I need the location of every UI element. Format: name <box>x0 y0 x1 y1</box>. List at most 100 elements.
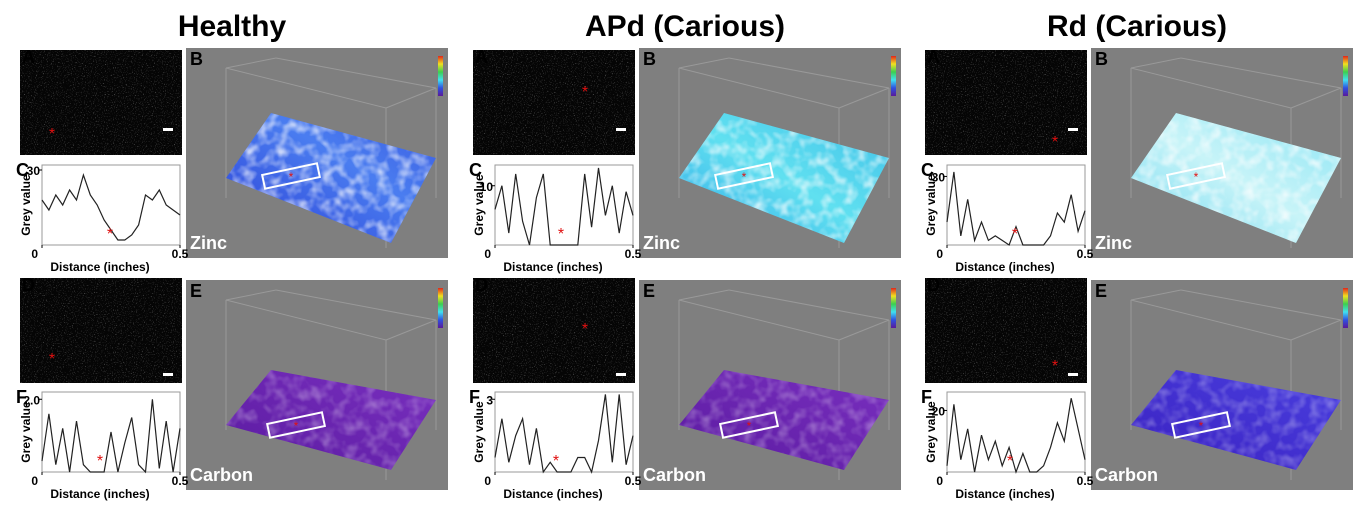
asterisk: * <box>107 226 113 243</box>
panel-letter: B <box>190 49 203 69</box>
x-tick-label: 0 <box>484 247 491 261</box>
profile-line <box>41 399 181 474</box>
x-tick-label: 0 <box>31 474 38 488</box>
surface-axis <box>385 319 437 341</box>
panel-letter: E <box>643 281 655 301</box>
asterisk: * <box>49 126 55 143</box>
y-axis-label: Grey value <box>924 401 938 463</box>
plot-frame <box>494 391 634 473</box>
surface-axis <box>1180 57 1342 89</box>
panel-letter: A <box>22 47 35 67</box>
scale-bar <box>163 128 173 131</box>
panel-letter: A <box>927 47 940 67</box>
panel-letter: B <box>643 49 656 69</box>
y-tick-label: 30 <box>932 171 946 185</box>
x-tick-label: 0 <box>484 474 491 488</box>
asterisk: * <box>558 226 564 243</box>
roi-box <box>718 411 780 439</box>
surface-axis <box>678 57 730 69</box>
asterisk: * <box>1012 226 1018 243</box>
roi-box <box>260 162 322 190</box>
surface-axis <box>385 87 437 109</box>
panel-letter: D <box>927 275 940 295</box>
plot-frame <box>494 164 634 246</box>
surface-texture <box>226 370 436 470</box>
asterisk: * <box>582 84 588 101</box>
element-label: Zinc <box>1095 233 1132 253</box>
plot-frame <box>41 164 181 246</box>
surface-texture <box>679 370 889 470</box>
asterisk: * <box>553 453 559 470</box>
x-tick-label: 0.5 <box>625 247 642 261</box>
element-label: Carbon <box>190 465 253 485</box>
panel-letter: D <box>22 275 35 295</box>
asterisk: * <box>294 419 299 433</box>
x-tick-label: 0 <box>31 247 38 261</box>
surface-axis <box>1130 299 1292 341</box>
micrograph-speckle <box>20 278 182 383</box>
colorbar <box>1343 288 1348 328</box>
x-tick-label: 0.5 <box>1077 474 1094 488</box>
surface-axis <box>1180 289 1342 321</box>
y-axis-label: Grey value <box>19 174 33 236</box>
x-tick-label: 0.5 <box>172 474 189 488</box>
surface-texture <box>1131 113 1341 243</box>
panel-letter: A <box>475 47 488 67</box>
surface-axis <box>728 289 890 321</box>
x-tick-label: 0.5 <box>1077 247 1094 261</box>
asterisk: * <box>747 419 752 433</box>
x-axis-label: Distance (inches) <box>503 260 602 274</box>
micrograph-speckle <box>473 50 635 155</box>
surface-axis <box>225 289 277 301</box>
element-label: Carbon <box>643 465 706 485</box>
surface-texture <box>679 113 889 243</box>
asterisk: * <box>97 453 103 470</box>
panel-letter: B <box>1095 49 1108 69</box>
asterisk: * <box>1052 134 1058 151</box>
profile-line <box>41 172 181 241</box>
plot-frame <box>946 164 1086 246</box>
x-tick-label: 0.5 <box>625 474 642 488</box>
scale-bar <box>616 128 626 131</box>
colorbar <box>891 56 896 96</box>
x-axis-label: Distance (inches) <box>503 487 602 501</box>
profile-line <box>494 394 634 474</box>
micrograph-speckle <box>925 278 1087 383</box>
surface-texture <box>226 113 436 243</box>
element-label: Carbon <box>1095 465 1158 485</box>
asterisk: * <box>582 321 588 338</box>
surface-texture <box>1131 370 1341 470</box>
surface-axis <box>1130 67 1292 109</box>
surface-axis <box>1290 87 1342 109</box>
y-tick-label: 10 <box>480 180 494 194</box>
scale-bar <box>616 373 626 376</box>
x-tick-label: 0 <box>936 247 943 261</box>
surface-axis <box>838 319 890 341</box>
y-tick-label: 2.0 <box>23 393 40 407</box>
profile-line <box>494 167 634 246</box>
scale-bar <box>1068 373 1078 376</box>
surface-axis <box>728 57 890 89</box>
panel-letter: F <box>16 387 27 407</box>
surface-axis <box>838 87 890 109</box>
column-title: Healthy <box>178 10 287 43</box>
x-tick-label: 0.5 <box>172 247 189 261</box>
x-tick-label: 0 <box>936 474 943 488</box>
roi-box <box>265 411 327 439</box>
asterisk: * <box>1007 453 1013 470</box>
x-axis-label: Distance (inches) <box>955 260 1054 274</box>
surface-axis <box>225 57 277 69</box>
y-axis-label: Grey value <box>19 401 33 463</box>
profile-line <box>946 398 1086 474</box>
plot-frame <box>946 391 1086 473</box>
profile-line <box>946 171 1086 246</box>
column-title: APd (Carious) <box>585 10 785 43</box>
colorbar <box>891 288 896 328</box>
scale-bar <box>163 373 173 376</box>
surface-axis <box>678 289 730 301</box>
surface-axis <box>225 67 387 109</box>
panel-letter: D <box>475 275 488 295</box>
asterisk: * <box>49 351 55 368</box>
surface-axis <box>1130 289 1182 301</box>
